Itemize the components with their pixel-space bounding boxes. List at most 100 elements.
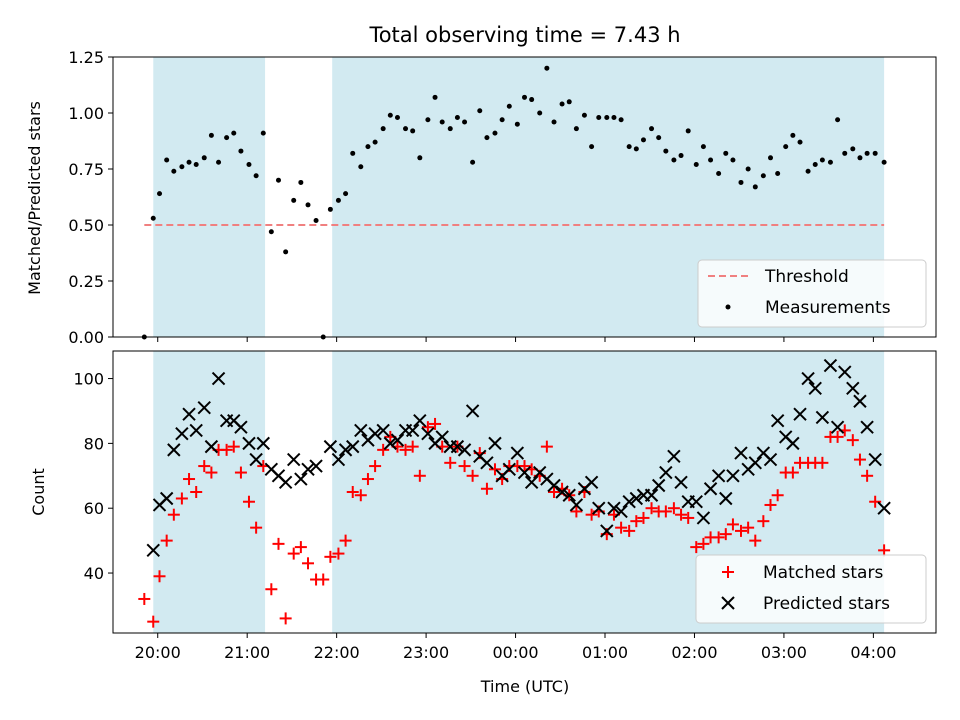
matched-point [690,541,703,554]
matched-point [205,466,218,479]
predicted-point [465,404,480,418]
chart-title: Total observing time = 7.43 h [368,23,680,47]
measurement-point [640,137,646,143]
predicted-point [868,452,882,467]
measurement-point [805,168,811,174]
measurement-point [506,103,512,109]
predicted-point [823,358,838,373]
measurement-point [335,197,341,203]
matched-point [645,502,658,515]
predicted-point [748,456,763,470]
matched-point [458,460,471,473]
predicted-point [569,498,584,512]
measurement-point [403,126,409,132]
top-y-tick-label: 0.75 [68,160,104,179]
predicted-point [808,381,822,395]
matched-point [480,482,493,495]
matched-point [742,521,755,534]
measurement-point [812,162,818,168]
x-tick-label: 23:00 [403,643,449,662]
matched-point [466,469,479,482]
predicted-point [197,401,211,415]
measurement-point [760,173,766,179]
matched-point [399,443,412,456]
measurement-point [790,132,796,138]
x-tick-label: 00:00 [492,643,538,662]
predicted-point [354,423,368,438]
predicted-point [242,436,256,451]
predicted-point [659,465,673,480]
predicted-point [726,469,740,483]
legend-measurements-label: Measurements [765,298,891,318]
matched-point [623,524,636,537]
matched-point [726,518,739,531]
measurement-point [208,132,214,138]
measurement-point [231,130,237,136]
x-tick-label: 01:00 [582,643,628,662]
predicted-point [734,446,748,460]
measurement-point [738,179,744,185]
top-y-axis-label: Matched/Predicted stars [25,101,44,295]
predicted-point [323,439,338,454]
predicted-point [189,423,203,438]
predicted-point [592,501,606,515]
matched-point [167,508,180,521]
predicted-point [622,495,636,509]
measurement-point [872,150,878,156]
matched-point [488,463,501,476]
measurement-point [596,114,602,120]
measurement-point [663,148,669,154]
matched-point [153,570,166,583]
x-tick-label: 21:00 [224,643,270,662]
matched-point [861,469,874,482]
predicted-point [331,452,346,467]
measurement-point [544,65,550,71]
measurement-point [484,135,490,141]
top-observing-window-1 [153,57,266,337]
predicted-point [689,495,703,509]
measurement-point [350,150,356,156]
matched-point [518,460,531,473]
predicted-point [480,456,494,470]
predicted-point [309,459,323,473]
measurement-point [365,144,371,150]
matched-point [444,456,457,469]
matched-point [377,443,390,456]
measurement-point [678,153,684,159]
predicted-point [696,511,711,525]
measurement-point [723,150,729,156]
measurement-point [179,164,185,170]
measurement-point [566,99,572,105]
predicted-point [278,475,293,489]
matched-point [250,521,263,534]
matched-point [369,460,382,473]
predicted-point [555,485,569,499]
predicted-point [815,410,830,425]
matched-point [175,492,188,505]
measurement-point [372,139,378,145]
legend-measurements-swatch [725,304,731,310]
x-tick-label: 03:00 [761,643,807,662]
measurement-point [881,159,887,165]
x-tick-label: 20:00 [135,643,181,662]
measurement-point [313,218,319,224]
predicted-point [629,491,644,506]
matched-point [147,615,160,628]
predicted-point [719,491,733,506]
measurement-point [150,215,156,221]
measurement-point [573,126,579,132]
predicted-point [877,501,891,515]
measurement-point [626,144,632,150]
matched-point [317,573,330,586]
predicted-point [405,423,420,438]
x-tick-label: 22:00 [314,643,360,662]
measurement-point [447,126,453,132]
bottom-series-2 [146,358,891,558]
top-y-tick-label: 0.50 [68,216,104,235]
predicted-point [204,439,219,454]
measurement-point [394,114,400,120]
predicted-point [146,543,160,558]
matched-point [878,544,891,557]
bottom-legend: Matched stars Predicted stars [695,554,927,624]
measurement-point [656,135,662,141]
